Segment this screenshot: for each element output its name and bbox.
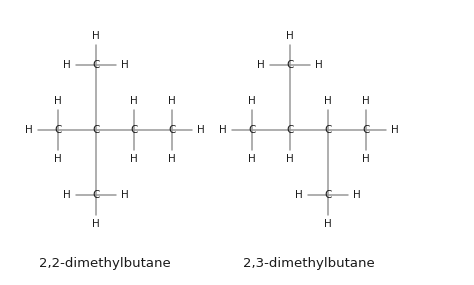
Text: H: H bbox=[315, 60, 323, 70]
Text: H: H bbox=[25, 125, 33, 135]
Text: C: C bbox=[286, 60, 294, 70]
Text: H: H bbox=[391, 125, 399, 135]
Text: H: H bbox=[130, 154, 138, 164]
Text: H: H bbox=[121, 190, 129, 200]
Text: C: C bbox=[92, 125, 100, 135]
Text: H: H bbox=[168, 96, 176, 106]
Text: H: H bbox=[353, 190, 361, 200]
Text: C: C bbox=[286, 125, 294, 135]
Text: C: C bbox=[55, 125, 62, 135]
Text: H: H bbox=[92, 219, 100, 229]
Text: C: C bbox=[92, 60, 100, 70]
Text: C: C bbox=[362, 125, 370, 135]
Text: H: H bbox=[286, 154, 294, 164]
Text: H: H bbox=[197, 125, 205, 135]
Text: H: H bbox=[168, 154, 176, 164]
Text: C: C bbox=[324, 125, 332, 135]
Text: H: H bbox=[248, 154, 256, 164]
Text: H: H bbox=[324, 219, 332, 229]
Text: H: H bbox=[121, 60, 129, 70]
Text: H: H bbox=[63, 60, 71, 70]
Text: H: H bbox=[362, 154, 370, 164]
Text: C: C bbox=[168, 125, 176, 135]
Text: H: H bbox=[219, 125, 227, 135]
Text: 2,3-dimethylbutane: 2,3-dimethylbutane bbox=[243, 256, 375, 270]
Text: C: C bbox=[324, 190, 332, 200]
Text: C: C bbox=[92, 190, 100, 200]
Text: H: H bbox=[54, 154, 62, 164]
Text: H: H bbox=[54, 96, 62, 106]
Text: H: H bbox=[324, 96, 332, 106]
Text: C: C bbox=[248, 125, 255, 135]
Text: H: H bbox=[295, 190, 303, 200]
Text: H: H bbox=[248, 96, 256, 106]
Text: 2,2-dimethylbutane: 2,2-dimethylbutane bbox=[39, 256, 171, 270]
Text: C: C bbox=[130, 125, 137, 135]
Text: H: H bbox=[63, 190, 71, 200]
Text: H: H bbox=[92, 31, 100, 41]
Text: H: H bbox=[362, 96, 370, 106]
Text: H: H bbox=[286, 31, 294, 41]
Text: H: H bbox=[130, 96, 138, 106]
Text: H: H bbox=[257, 60, 265, 70]
